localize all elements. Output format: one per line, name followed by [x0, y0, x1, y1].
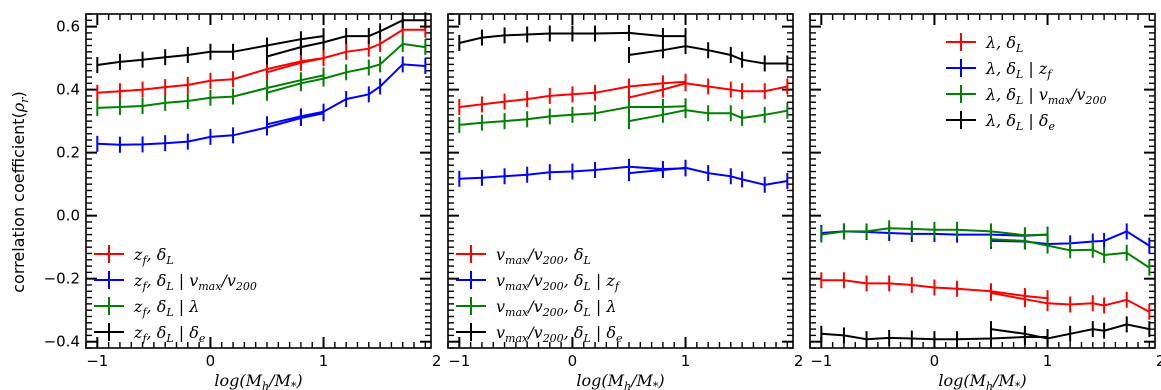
legend-label: vmax/v200, δL | λ [496, 297, 617, 319]
x-tick-label: 0 [930, 352, 940, 370]
y-tick-label: 0.6 [56, 18, 80, 36]
legend-item: λ, δL [946, 33, 1023, 55]
x-tick-label: 1 [1043, 352, 1053, 370]
x-tick-label: −1 [448, 352, 470, 370]
legend: zf, δL zf, δL | vmax/v200 zf, δL | λ zf, δL… [94, 245, 257, 345]
series-line [97, 112, 324, 146]
series-line [266, 28, 426, 74]
panel-3-ticks [809, 13, 1155, 349]
legend-item: vmax/v200, δL | λ [456, 297, 617, 319]
series-3 [458, 98, 789, 133]
panel-3-frame [809, 13, 1156, 349]
y-tick-label: 0.2 [56, 144, 80, 162]
series-4 [820, 316, 1151, 348]
series-line [990, 238, 1150, 269]
panel-3: −1 0 1 2 log(Mh/M*) λ, δL λ, δL | zf λ, δL | vm… [809, 13, 1161, 390]
legend-item: vmax/v200, δL | zf [456, 271, 621, 293]
legend-label: zf, δL [133, 245, 174, 267]
series-2 [820, 223, 1151, 254]
legend-label: λ, δL | δe [985, 111, 1055, 133]
legend-label: vmax/v200, δL | δe [496, 323, 623, 345]
legend-item: zf, δL | vmax/v200 [94, 271, 257, 293]
legend-label: λ, δL [985, 33, 1023, 55]
x-tick-label: −1 [810, 352, 832, 370]
x-axis-label: log(Mh/M*) [576, 371, 664, 390]
series-line [459, 165, 686, 180]
panel-2-frame [447, 13, 794, 349]
legend-label: vmax/v200, δL [496, 245, 591, 267]
legend-item: zf, δL | δe [94, 323, 206, 345]
series-line [266, 42, 426, 94]
x-tick-label: 2 [1156, 352, 1161, 370]
legend-item: vmax/v200, δL [456, 245, 591, 267]
series-3 [820, 220, 1151, 276]
panel-1-ticks [85, 13, 431, 349]
series-line [628, 82, 788, 99]
series-line [990, 291, 1150, 313]
series-line [821, 332, 1048, 341]
series-4 [458, 24, 789, 72]
series-line [266, 63, 426, 126]
x-tick-label: 1 [319, 352, 329, 370]
x-tick-label: 0 [206, 352, 216, 370]
x-tick-label: 2 [794, 352, 804, 370]
series-line [97, 57, 324, 94]
legend-item: zf, δL | λ [94, 297, 199, 319]
y-tick-label: −0.4 [44, 333, 80, 351]
legend-item: λ, δL | δe [946, 111, 1055, 133]
series-1 [820, 272, 1151, 320]
legend-item: zf, δL [94, 245, 174, 267]
series-line [459, 80, 686, 108]
legend-label: vmax/v200, δL | zf [496, 271, 621, 293]
x-tick-label: −1 [86, 352, 108, 370]
legend-label: zf, δL | λ [133, 297, 199, 319]
x-tick-label: 0 [568, 352, 578, 370]
series-line [628, 109, 788, 123]
series-line [990, 323, 1150, 340]
series-line [266, 19, 426, 58]
legend-label: λ, δL | vmax/v200 [985, 85, 1107, 107]
series-2 [96, 56, 427, 153]
series-line [459, 31, 686, 44]
series-4 [96, 12, 427, 74]
y-tick-label: −0.2 [44, 270, 80, 288]
legend-label: zf, δL | δe [133, 323, 206, 345]
x-tick-label: 2 [432, 352, 442, 370]
series-line [97, 35, 324, 66]
series-line [459, 105, 686, 126]
legend: λ, δL λ, δL | zf λ, δL | vmax/v200 λ, δL | … [946, 33, 1107, 133]
panel-1-frame [85, 13, 432, 349]
x-axis-label: log(Mh/M*) [214, 371, 302, 390]
y-tick-label: 0.0 [56, 207, 80, 225]
y-tick-label: 0.4 [56, 81, 80, 99]
legend-label: λ, δL | zf [985, 59, 1053, 81]
series-1 [458, 73, 789, 115]
series-line [628, 166, 788, 186]
x-axis-label: log(Mh/M*) [938, 371, 1026, 390]
panel-1: −1 0 1 2 −0.4 −0.2 0.0 0.2 0.4 0.6 log(Mh/M*) zf, δ… [44, 12, 442, 390]
series-line [821, 279, 1048, 300]
legend: vmax/v200, δL vmax/v200, δL | zf vmax/v200… [456, 245, 623, 345]
legend-label: zf, δL | vmax/v200 [133, 271, 257, 293]
legend-item: λ, δL | zf [946, 59, 1053, 81]
series-line [628, 45, 788, 65]
y-axis-label: correlation coefficient(ρr) [9, 91, 31, 293]
series-2 [458, 158, 789, 193]
series-line [97, 74, 324, 109]
series-3 [96, 35, 427, 116]
x-tick-label: 1 [681, 352, 691, 370]
series-line [821, 227, 1048, 237]
legend-item: λ, δL | vmax/v200 [946, 85, 1107, 107]
legend-item: vmax/v200, δL | δe [456, 323, 623, 345]
